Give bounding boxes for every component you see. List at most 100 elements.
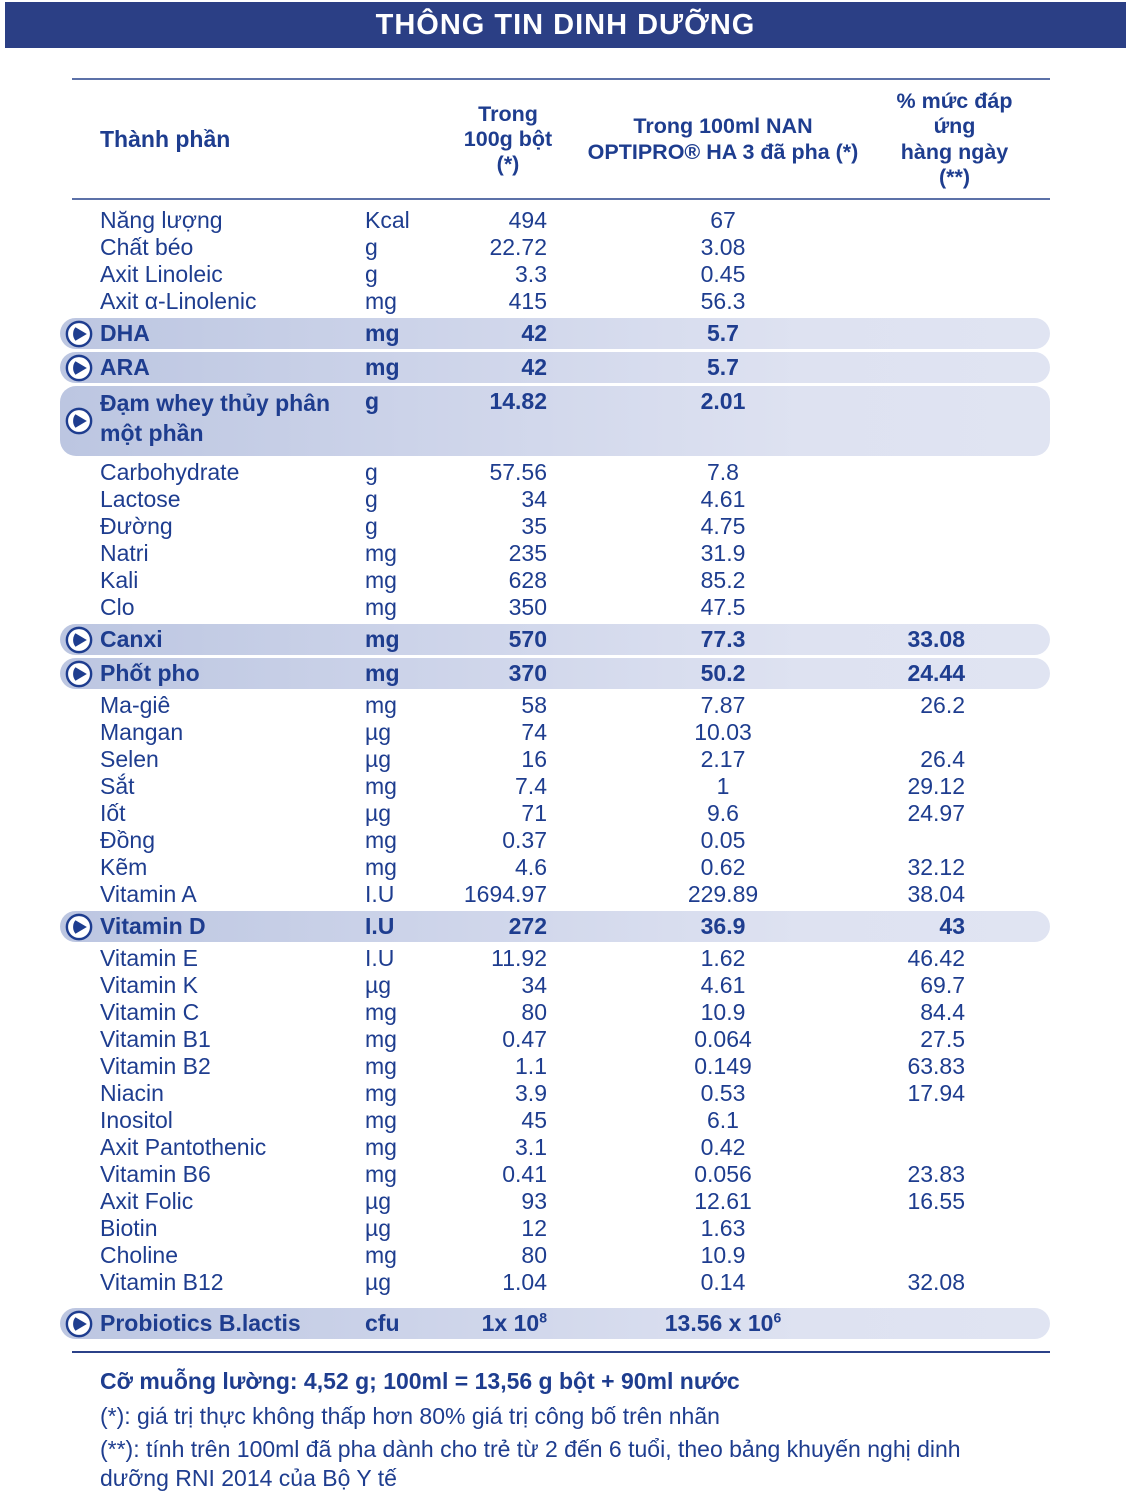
value-per-100ml: 5.7 [707,320,739,347]
nutrient-name: Natri [100,540,149,567]
table-row: ARA mg 42 5.7 [60,352,1050,384]
value-per-100ml: 3.08 [700,234,746,261]
daily-percent-value: 26.2 [920,692,965,719]
value-per-100ml: 0.149 [694,1053,752,1080]
nutrient-name: ARA [100,354,150,381]
nutrient-unit: µg [365,1269,392,1296]
page-title: THÔNG TIN DINH DƯỠNG [375,8,756,41]
nutrient-unit: g [365,513,378,540]
nutrient-unit: mg [365,540,397,567]
value-per-100g: 7.4 [515,773,547,800]
table-row: Probiotics B.lactis cfu 1x 108 13.56 x 106 [60,1308,1050,1340]
value-per-100ml: 10.03 [694,719,752,746]
nutrient-name: Selen [100,746,159,773]
value-per-100ml: 4.75 [700,513,746,540]
nutrient-unit: µg [365,972,392,999]
table-row: Đạm whey thủy phân một phần g 14.82 2.01 [60,386,1050,457]
nutrient-unit: µg [365,1215,392,1242]
daily-percent-value: 23.83 [907,1161,965,1188]
nutrient-unit: mg [365,567,397,594]
table-row: Choline mg 80 10.9 [72,1242,1050,1269]
value-per-100g: 12 [521,1215,547,1242]
value-per-100ml: 31.9 [700,540,746,567]
nutrient-name: Mangan [100,719,184,746]
nutrient-unit: mg [365,660,400,687]
value-per-100g: 0.47 [502,1026,547,1053]
nutrient-name: DHA [100,320,150,347]
value-per-100g: 370 [508,660,547,687]
nutrient-name: Kẽm [100,854,148,881]
nutrition-table: Thành phần Trong 100g bột (*) Trong 100m… [60,78,1050,1496]
value-per-100g: 57.56 [489,459,547,486]
nutrient-name: Vitamin B1 [100,1026,211,1053]
table-row: Natri mg 235 31.9 [72,540,1050,567]
value-per-100ml: 50.2 [700,660,746,687]
value-per-100ml: 5.7 [707,354,739,381]
value-per-100g: 80 [521,999,547,1026]
nutrient-name: Vitamin B6 [100,1161,211,1188]
value-per-100g: 80 [521,1242,547,1269]
value-per-100g: 35 [521,513,547,540]
nutrient-unit: mg [365,1080,397,1107]
nutrient-name: Clo [100,594,135,621]
nutrient-unit: mg [365,1134,397,1161]
col-header-per-100ml: Trong 100ml NAN OPTIPRO® HA 3 đã pha (*) [587,114,859,164]
value-per-100g: 628 [508,567,547,594]
nutrient-unit: Kcal [365,207,410,234]
nutrient-unit: g [365,486,378,513]
nutrient-name: Axit α-Linolenic [100,288,257,315]
table-row: Vitamin B2 mg 1.1 0.149 63.83 [72,1053,1050,1080]
value-per-100g: 34 [521,972,547,999]
nutrient-unit: µg [365,719,392,746]
value-per-100g: 45 [521,1107,547,1134]
table-row: Carbohydrate g 57.56 7.8 [72,459,1050,486]
table-row: Axit Linoleic g 3.3 0.45 [72,261,1050,288]
value-per-100g: 0.41 [502,1161,547,1188]
daily-percent-value: 33.08 [907,626,965,653]
value-per-100ml: 0.14 [700,1269,746,1296]
value-per-100g: 58 [521,692,547,719]
nutrient-name: Đồng [100,827,155,854]
daily-percent-value: 32.12 [907,854,965,881]
value-per-100ml: 6.1 [707,1107,739,1134]
value-per-100ml: 4.61 [700,486,746,513]
nutrient-name: Vitamin C [100,999,200,1026]
value-per-100ml: 56.3 [700,288,746,315]
table-row: Mangan µg 74 10.03 [72,719,1050,746]
value-per-100ml: 85.2 [700,567,746,594]
value-per-100g: 272 [508,913,547,940]
daily-percent-value: 16.55 [907,1188,965,1215]
value-per-100g: 14.82 [489,388,547,415]
nutrient-unit: mg [365,1161,397,1188]
table-row: Axit Folic µg 93 12.61 16.55 [72,1188,1050,1215]
table-row: Vitamin D I.U 272 36.9 43 [60,911,1050,943]
table-row: Inositol mg 45 6.1 [72,1107,1050,1134]
daily-percent-value: 26.4 [920,746,965,773]
value-per-100ml: 77.3 [700,626,746,653]
value-per-100g: 71 [521,800,547,827]
value-per-100ml: 1 [716,773,730,800]
daily-percent-value: 24.97 [907,800,965,827]
play-circle-arrow-icon [65,354,93,382]
table-bottom-rule [72,1351,1050,1354]
nutrient-name: Axit Pantothenic [100,1134,267,1161]
play-circle-arrow-icon [65,407,93,435]
table-row: Axit α-Linolenic mg 415 56.3 [72,288,1050,315]
nutrient-name: Inositol [100,1107,173,1134]
nutrient-name: Kali [100,567,139,594]
nutrient-name: Choline [100,1242,178,1269]
nutrient-name: Vitamin E [100,945,199,972]
value-per-100g: 1.04 [502,1269,547,1296]
play-circle-arrow-icon [65,1310,93,1338]
value-per-100ml: 229.89 [687,881,759,908]
value-per-100g: 3.3 [515,261,547,288]
value-per-100ml: 1.63 [700,1215,746,1242]
nutrient-unit: I.U [365,881,395,908]
daily-percent-value: 43 [939,913,965,940]
nutrient-name: Sắt [100,773,135,800]
table-row: Iốt µg 71 9.6 24.97 [72,800,1050,827]
play-circle-arrow-icon [65,320,93,348]
value-per-100g: 235 [508,540,547,567]
value-per-100g: 11.92 [491,945,547,972]
daily-percent-value: 29.12 [907,773,965,800]
